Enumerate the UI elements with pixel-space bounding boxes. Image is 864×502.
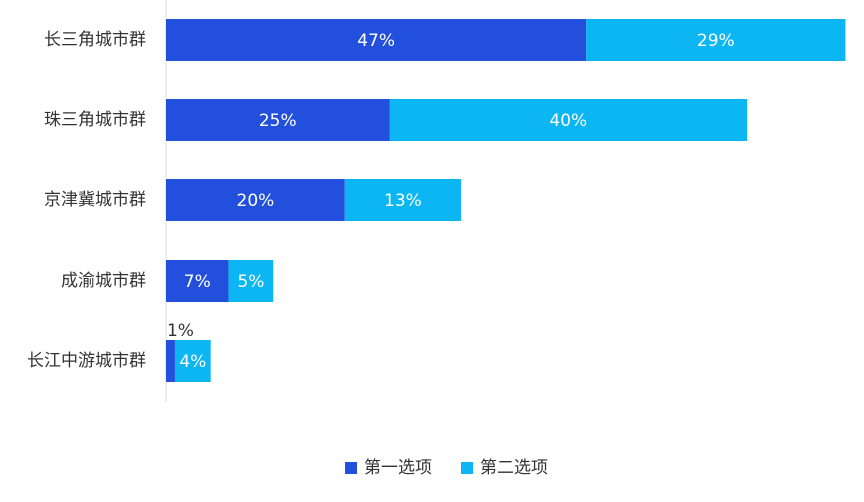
category-label: 成渝城市群 <box>61 271 146 291</box>
bar-segment-series-2 <box>389 99 748 141</box>
data-label: 40% <box>549 111 587 131</box>
data-label: 25% <box>259 111 297 131</box>
legend-swatch <box>345 462 357 474</box>
bars-group: 47% 29% 25% 40% 20% 13% 7% 5% 1% 4% <box>166 19 846 382</box>
bar-segment-series-2 <box>344 179 462 221</box>
bar-segment-series-1 <box>166 99 390 141</box>
data-label: 47% <box>357 31 395 51</box>
category-label: 长江中游城市群 <box>27 351 146 371</box>
data-label: 5% <box>237 272 264 292</box>
legend-label: 第二选项 <box>480 458 548 478</box>
data-label: 13% <box>384 191 422 211</box>
data-label: 20% <box>237 191 275 211</box>
data-label: 1% <box>167 321 194 341</box>
data-label: 4% <box>179 352 206 372</box>
category-label: 京津冀城市群 <box>44 190 146 210</box>
bar-segment-series-1 <box>166 19 587 61</box>
legend-swatch <box>461 462 473 474</box>
data-label: 29% <box>697 31 735 51</box>
bar-segment-series-2 <box>228 260 274 302</box>
bar-segment-series-1 <box>166 179 345 221</box>
bar-segment-series-1 <box>166 260 229 302</box>
legend: 第一选项 第二选项 <box>345 458 548 478</box>
data-label: 7% <box>184 272 211 292</box>
bar-segment-series-2 <box>174 340 211 382</box>
category-label: 珠三角城市群 <box>44 110 146 130</box>
category-label: 长三角城市群 <box>44 30 146 50</box>
legend-label: 第一选项 <box>364 458 432 478</box>
bar-segment-series-1 <box>166 340 175 382</box>
bar-segment-series-2 <box>586 19 846 61</box>
